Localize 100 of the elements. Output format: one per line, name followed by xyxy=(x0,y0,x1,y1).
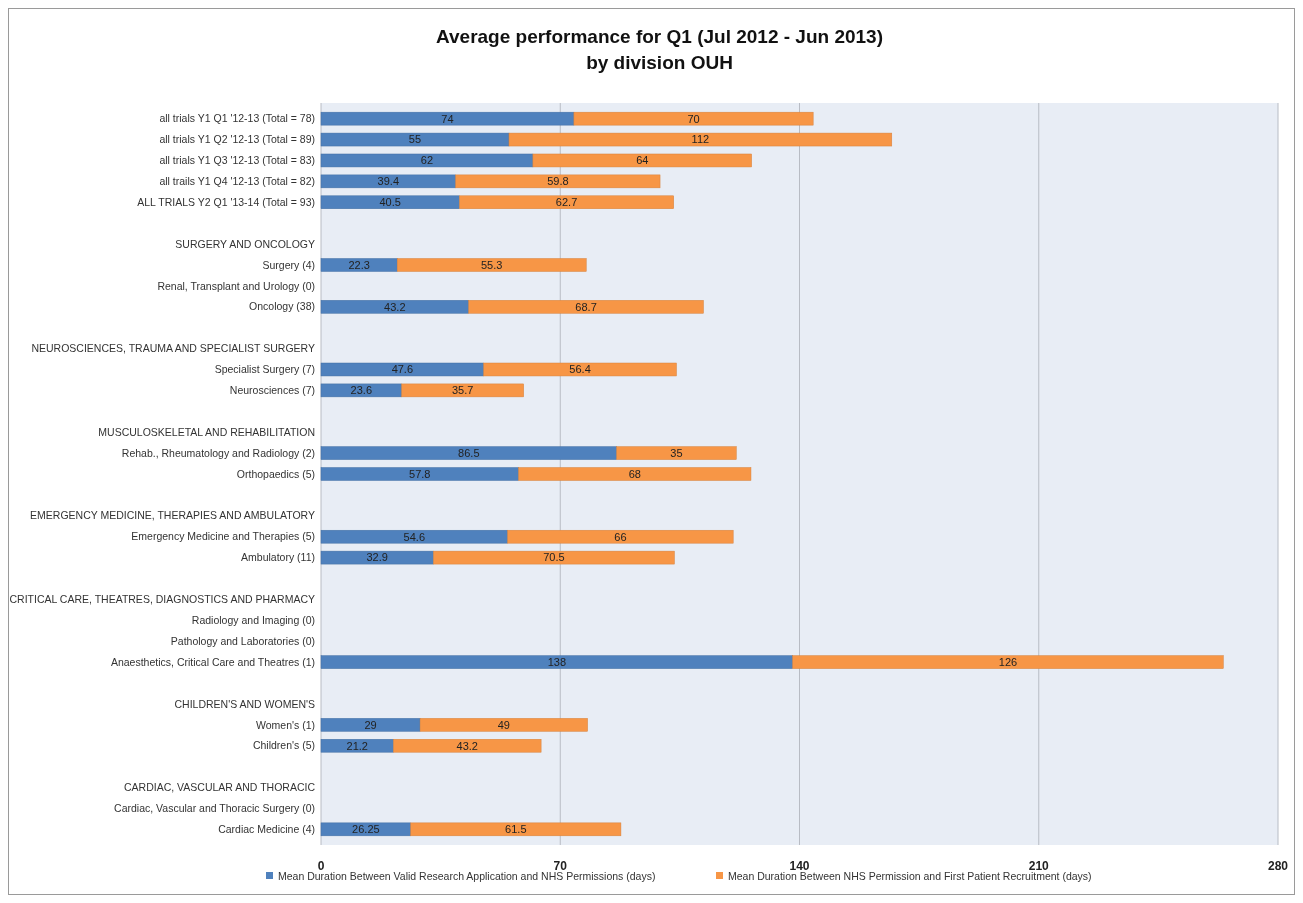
bar xyxy=(419,718,588,732)
data-label: 66 xyxy=(614,530,627,543)
bar xyxy=(396,258,587,272)
bar xyxy=(320,174,456,189)
data-label: 126 xyxy=(998,655,1018,668)
y-tick-label: SURGERY AND ONCOLOGY xyxy=(175,237,315,250)
bar xyxy=(320,822,411,837)
data-label: 23.6 xyxy=(350,384,373,397)
bar xyxy=(455,174,661,189)
data-label: 55 xyxy=(408,133,422,146)
data-label: 62 xyxy=(420,154,434,167)
y-tick-label: CARDIAC, VASCULAR AND THORACIC xyxy=(124,781,316,794)
y-tick-label: MUSCULOSKELETAL AND REHABILITATION xyxy=(98,425,315,438)
x-tick-label: 0 xyxy=(317,859,325,873)
data-label: 55.3 xyxy=(481,258,503,271)
legend-label: Mean Duration Between NHS Permission and First Patient Recruitment (days) xyxy=(728,870,1092,882)
y-tick-label: all trials Y1 Q2 '12-13 (Total = 89) xyxy=(159,133,315,146)
bar xyxy=(320,655,793,669)
y-tick-label: Women's (1) xyxy=(256,718,315,731)
bar xyxy=(433,550,675,565)
y-tick-label: Children's (5) xyxy=(252,739,315,752)
bar xyxy=(320,739,394,753)
bar xyxy=(468,300,704,314)
legend-label: Mean Duration Between Valid Research Application and NHS Permissions (days) xyxy=(278,870,656,882)
bar xyxy=(508,132,893,147)
bar xyxy=(532,153,752,168)
data-label: 47.6 xyxy=(391,363,414,376)
bar xyxy=(320,153,534,168)
bar xyxy=(320,446,617,460)
x-tick-label: 280 xyxy=(1267,859,1289,873)
bar xyxy=(320,111,575,126)
y-tick-label: Anaesthetics, Critical Care and Theatres (1) xyxy=(110,655,315,668)
y-tick-label: Specialist Surgery (7) xyxy=(214,363,315,376)
bar xyxy=(320,300,469,314)
data-label: 35 xyxy=(670,446,683,459)
y-tick-label: Surgery (4) xyxy=(262,258,315,271)
bar xyxy=(320,132,510,147)
data-label: 112 xyxy=(691,133,710,146)
y-tick-label: all trials Y1 Q1 '12-13 (Total = 78) xyxy=(159,112,315,125)
data-label: 74 xyxy=(441,112,454,125)
data-label: 26.25 xyxy=(352,823,380,836)
data-label: 86.5 xyxy=(458,446,480,459)
bar xyxy=(792,655,1224,669)
bar xyxy=(410,822,622,837)
bar xyxy=(483,362,677,377)
y-tick-label: ALL TRIALS Y2 Q1 '13-14 (Total = 93) xyxy=(137,195,315,208)
data-label: 68 xyxy=(628,467,641,480)
y-tick-label: CRITICAL CARE, THEATRES, DIAGNOSTICS AND PHARMACY xyxy=(9,593,315,606)
data-label: 138 xyxy=(547,655,567,668)
y-tick-label: Ambulatory (11) xyxy=(241,551,315,564)
data-label: 64 xyxy=(636,154,649,167)
data-label: 68.7 xyxy=(575,300,597,313)
y-tick-label: NEUROSCIENCES, TRAUMA AND SPECIALIST SURGERY xyxy=(31,342,315,355)
y-tick-label: Rehab., Rheumatology and Radiology (2) xyxy=(121,446,315,459)
bar xyxy=(401,383,524,398)
bar xyxy=(320,529,508,544)
bar xyxy=(320,258,398,272)
data-label: 43.2 xyxy=(384,300,406,313)
bar xyxy=(393,739,542,753)
data-label: 21.2 xyxy=(346,739,368,752)
bar xyxy=(320,467,519,481)
bar xyxy=(320,195,460,209)
x-tick-label: 140 xyxy=(789,859,810,873)
data-label: 62.7 xyxy=(555,196,578,209)
data-label: 39.4 xyxy=(377,175,400,188)
y-tick-label: EMERGENCY MEDICINE, THERAPIES AND AMBULATORY xyxy=(30,509,315,522)
bar xyxy=(320,550,434,565)
y-tick-label: Pathology and Laboratories (0) xyxy=(170,634,315,647)
bar xyxy=(573,111,814,126)
data-label: 43.2 xyxy=(456,739,478,752)
data-label: 35.7 xyxy=(451,384,474,397)
data-label: 32.9 xyxy=(366,551,388,564)
y-tick-label: Cardiac Medicine (4) xyxy=(218,823,315,836)
bar xyxy=(320,362,484,377)
y-tick-label: Emergency Medicine and Therapies (5) xyxy=(131,530,315,543)
bar xyxy=(459,195,674,209)
data-label: 56.4 xyxy=(569,363,591,376)
y-tick-label: all trials Y1 Q3 '12-13 (Total = 83) xyxy=(159,154,315,167)
y-tick-label: CHILDREN'S AND WOMEN'S xyxy=(174,697,315,710)
data-label: 29 xyxy=(364,718,377,731)
x-tick-label: 210 xyxy=(1028,859,1050,873)
data-label: 54.6 xyxy=(403,530,426,543)
data-label: 61.5 xyxy=(505,823,527,836)
data-label: 59.8 xyxy=(547,175,569,188)
y-tick-label: Oncology (38) xyxy=(249,300,315,313)
x-tick-label: 70 xyxy=(553,859,568,873)
y-tick-label: all trails Y1 Q4 '12-13 (Total = 82) xyxy=(159,175,315,188)
bar xyxy=(507,529,734,544)
y-tick-label: Neurosciences (7) xyxy=(229,384,315,397)
y-tick-label: Radiology and Imaging (0) xyxy=(191,613,315,626)
y-tick-label: Cardiac, Vascular and Thoracic Surgery (0) xyxy=(114,802,315,815)
bar xyxy=(320,718,421,732)
y-tick-label: Orthopaedics (5) xyxy=(236,467,315,480)
data-label: 70.5 xyxy=(543,551,565,564)
chart-title: Average performance for Q1 (Jul 2012 - Jun 2013) by division OUH xyxy=(435,26,884,73)
bar xyxy=(616,446,737,460)
bar xyxy=(320,383,402,398)
bar xyxy=(518,467,752,481)
data-label: 22.3 xyxy=(348,258,370,271)
data-label: 40.5 xyxy=(379,196,401,209)
